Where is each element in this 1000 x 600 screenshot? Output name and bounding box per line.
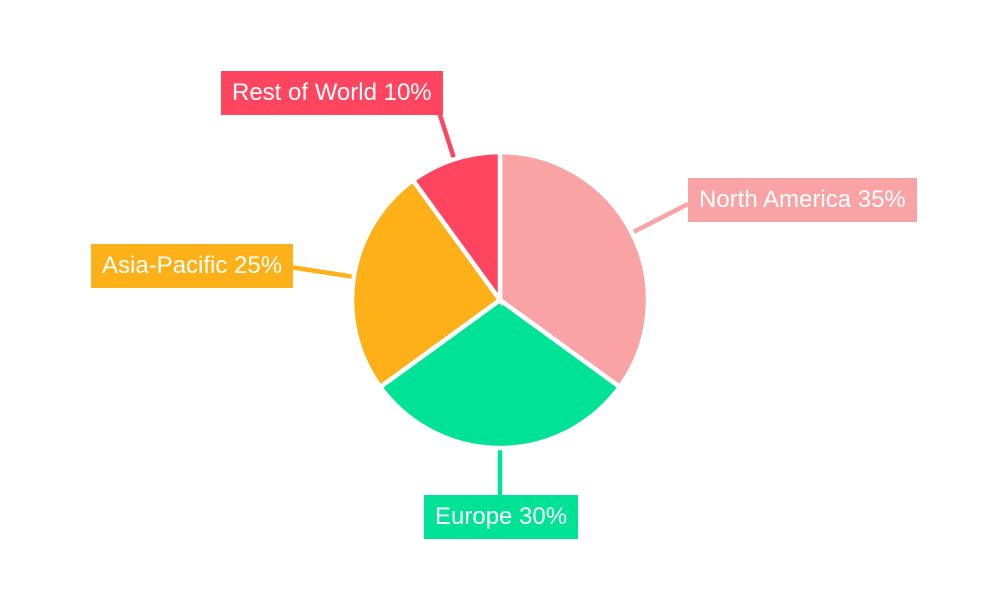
pie-slice-north-america [497, 149, 651, 391]
leader-line-north-america [630, 201, 690, 235]
pie-slice-europe [377, 297, 623, 451]
pie-label-north-america: North America 35% [688, 178, 917, 222]
pie-label-europe: Europe 30% [424, 495, 579, 539]
pie-label-asia-pacific: Asia-Pacific 25% [91, 244, 294, 288]
leader-line-rest-of-world [436, 111, 457, 160]
pie-slice-rest-of-world [409, 149, 503, 307]
pie-slice-asia-pacific [349, 177, 504, 391]
pie-label-rest-of-world: Rest of World 10% [221, 71, 443, 115]
leader-line-asia-pacific [289, 264, 355, 280]
